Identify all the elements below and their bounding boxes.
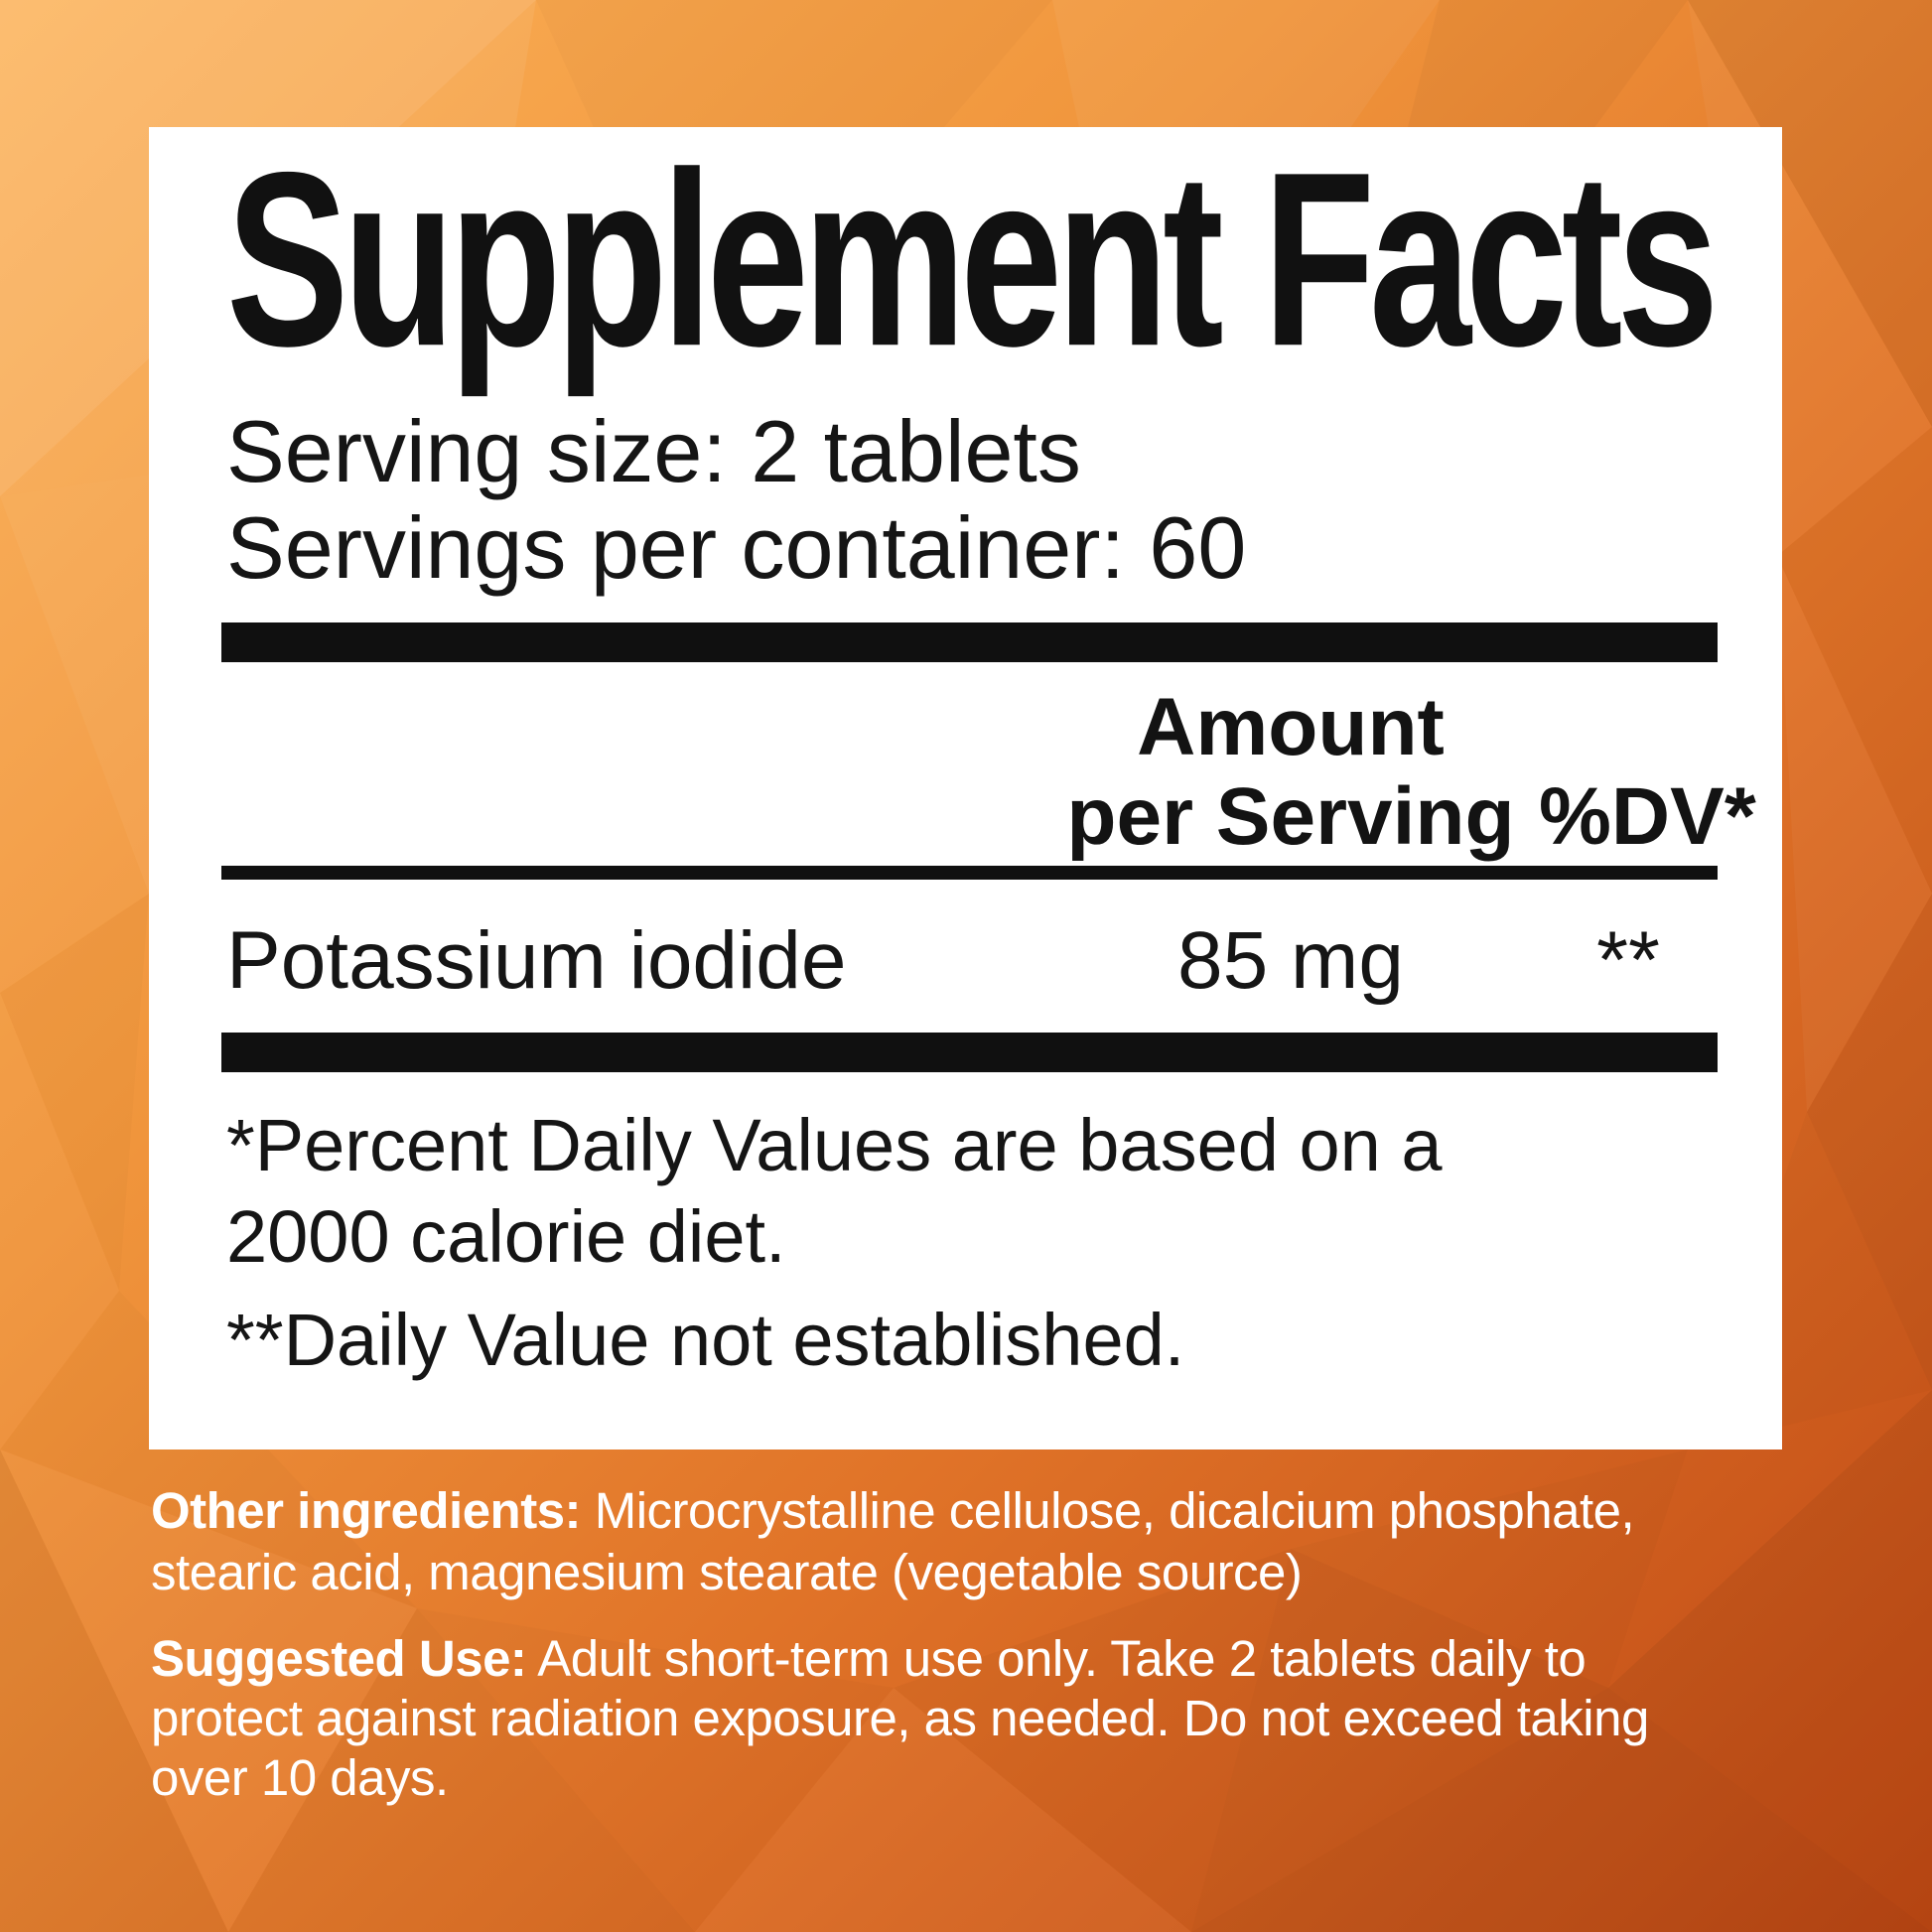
divider-thick-top [221, 622, 1718, 662]
table-header-row: Amount per Serving %DV* [226, 683, 1756, 862]
suggested-use-line2: protect against radiation exposure, as n… [151, 1690, 1649, 1746]
header-amount-line1: Amount [1137, 682, 1445, 772]
divider-thin [221, 866, 1718, 880]
supplement-facts-panel: Supplement Facts Serving size: 2 tablets… [149, 127, 1782, 1449]
header-amount-per-serving: Amount per Serving [1042, 683, 1539, 862]
panel-title: Supplement Facts [226, 122, 1719, 399]
header-dv: %DV* [1539, 771, 1756, 862]
ingredient-amount: 85 mg [1177, 915, 1404, 1006]
table-row: Potassium iodide 85 mg ** [226, 916, 1718, 1006]
serving-size-line: Serving size: 2 tablets [226, 402, 1081, 500]
footnote-dv-line1: *Percent Daily Values are based on a [226, 1104, 1443, 1186]
divider-thick-bottom [221, 1033, 1718, 1072]
other-ingredients-line1: Other ingredients: Microcrystalline cell… [151, 1480, 1635, 1542]
other-ingredients-paragraph: Other ingredients: Microcrystalline cell… [151, 1480, 1635, 1603]
suggested-use-line1: Suggested Use: Adult short-term use only… [151, 1629, 1649, 1689]
footnote-dv-line2: 2000 calorie diet. [226, 1195, 786, 1278]
other-ingredients-line2: stearic acid, magnesium stearate (vegeta… [151, 1544, 1303, 1600]
other-ingredients-label: Other ingredients: [151, 1482, 582, 1539]
footnote-not-established: **Daily Value not established. [226, 1299, 1185, 1381]
header-amount-line2: per Serving [1066, 771, 1515, 862]
ingredient-dv: ** [1596, 915, 1660, 1006]
ingredient-name: Potassium iodide [226, 915, 847, 1006]
suggested-use-paragraph: Suggested Use: Adult short-term use only… [151, 1629, 1649, 1808]
suggested-use-line1-rest: Adult short-term use only. Take 2 tablet… [526, 1630, 1587, 1687]
serving-info: Serving size: 2 tablets Servings per con… [226, 403, 1246, 596]
other-ingredients-line1-rest: Microcrystalline cellulose, dicalcium ph… [581, 1482, 1635, 1539]
footnotes: *Percent Daily Values are based on a 200… [226, 1100, 1442, 1386]
suggested-use-line3: over 10 days. [151, 1749, 449, 1806]
servings-per-container-line: Servings per container: 60 [226, 498, 1247, 597]
suggested-use-label: Suggested Use: [151, 1630, 527, 1687]
